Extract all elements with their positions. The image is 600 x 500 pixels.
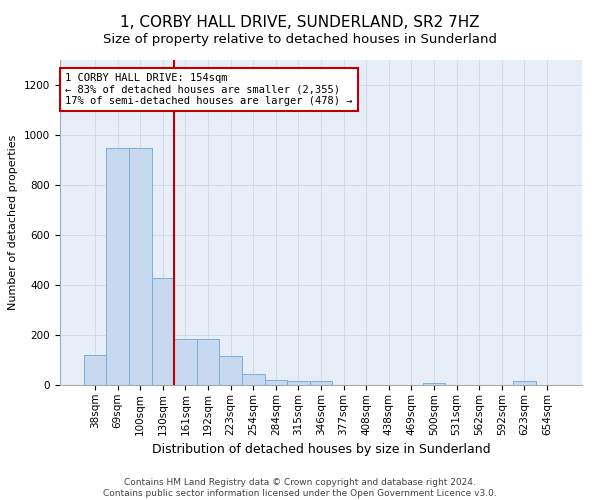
Bar — [197, 339, 220, 385]
Bar — [84, 355, 106, 385]
Y-axis label: Number of detached properties: Number of detached properties — [8, 135, 19, 310]
Text: 1, CORBY HALL DRIVE, SUNDERLAND, SR2 7HZ: 1, CORBY HALL DRIVE, SUNDERLAND, SR2 7HZ — [120, 15, 480, 30]
Bar — [220, 356, 242, 385]
Bar — [242, 374, 265, 385]
Text: Size of property relative to detached houses in Sunderland: Size of property relative to detached ho… — [103, 32, 497, 46]
Text: 1 CORBY HALL DRIVE: 154sqm
← 83% of detached houses are smaller (2,355)
17% of s: 1 CORBY HALL DRIVE: 154sqm ← 83% of deta… — [65, 73, 353, 106]
Text: Contains HM Land Registry data © Crown copyright and database right 2024.
Contai: Contains HM Land Registry data © Crown c… — [103, 478, 497, 498]
Bar — [287, 381, 310, 385]
Bar — [106, 148, 129, 385]
Bar — [129, 148, 152, 385]
X-axis label: Distribution of detached houses by size in Sunderland: Distribution of detached houses by size … — [152, 443, 490, 456]
Bar — [310, 381, 332, 385]
Bar — [265, 380, 287, 385]
Bar — [422, 382, 445, 385]
Bar — [174, 339, 197, 385]
Bar — [513, 381, 536, 385]
Bar — [152, 278, 174, 385]
